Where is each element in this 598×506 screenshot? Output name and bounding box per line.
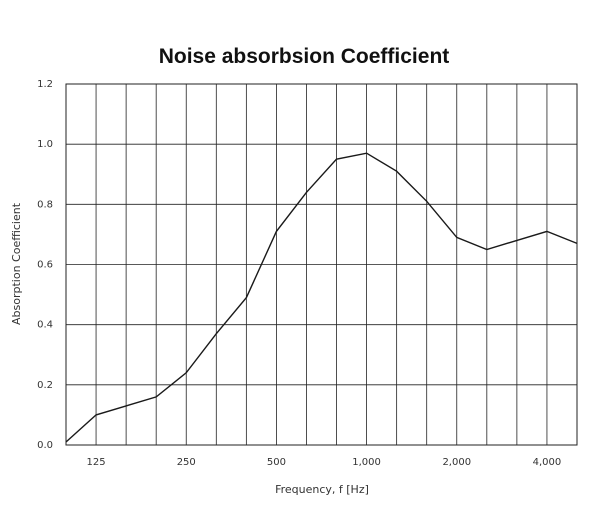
- y-tick-label: 0.8: [37, 199, 53, 210]
- x-tick-label: 2,000: [442, 457, 471, 468]
- series-line-0: [65, 152, 578, 443]
- x-tick-label: 125: [87, 457, 106, 468]
- x-tick-label: 500: [267, 457, 286, 468]
- plot-border: [65, 83, 578, 446]
- series-layer: [65, 152, 578, 443]
- y-tick-label: 1.0: [37, 139, 53, 150]
- y-tick-labels: 0.0 0.2 0.4 0.6 0.8 1.0 1.2: [37, 79, 53, 451]
- y-tick-label: 0.2: [37, 380, 53, 391]
- grid-lines: [66, 84, 577, 445]
- x-tick-label: 1,000: [352, 457, 381, 468]
- y-tick-label: 0.0: [37, 440, 53, 451]
- x-axis-label: Frequency, f [Hz]: [275, 483, 369, 496]
- plot-frame: [65, 83, 578, 446]
- x-tick-labels: 125 250 500 1,000 2,000 4,000: [87, 457, 562, 468]
- chart-title: Noise absorbsion Coefficient: [159, 45, 450, 68]
- y-axis-label: Absorption Coefficient: [10, 202, 23, 325]
- x-tick-label: 4,000: [533, 457, 562, 468]
- y-tick-label: 1.2: [37, 79, 53, 90]
- y-tick-label: 0.4: [37, 320, 53, 331]
- x-tick-label: 250: [177, 457, 196, 468]
- y-tick-label: 0.6: [37, 260, 53, 271]
